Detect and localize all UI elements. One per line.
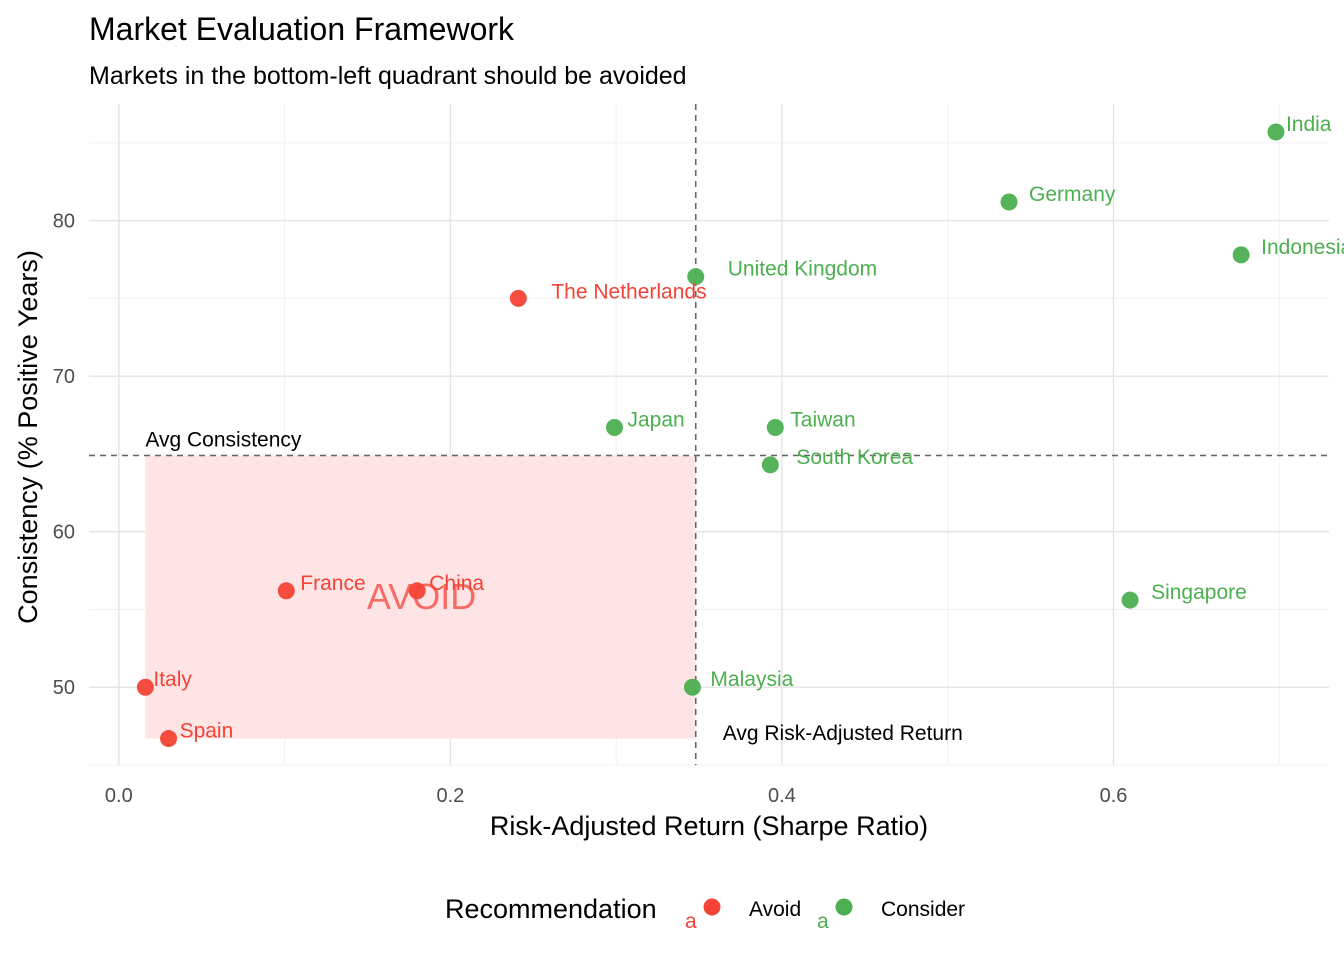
x-tick-label: 0.0 <box>105 785 133 807</box>
point-singapore <box>1121 591 1139 609</box>
legend-label-consider: Consider <box>881 898 965 921</box>
point-germany <box>1000 193 1018 211</box>
chart-subtitle: Markets in the bottom-left quadrant shou… <box>89 62 687 90</box>
avoid-region-label: AVOID <box>367 576 476 617</box>
point-taiwan <box>766 419 784 437</box>
point-label-singapore: Singapore <box>1151 581 1247 604</box>
point-indonesia <box>1232 246 1250 264</box>
y-axis-title: Consistency (% Positive Years) <box>13 250 43 624</box>
legend-key-glyph-avoid: a <box>685 910 697 933</box>
point-label-italy: Italy <box>153 668 192 691</box>
point-italy <box>136 678 154 696</box>
point-france <box>277 582 295 600</box>
point-label-south-korea: South Korea <box>796 446 913 469</box>
point-label-spain: Spain <box>180 720 234 743</box>
point-malaysia <box>683 678 701 696</box>
point-label-taiwan: Taiwan <box>790 409 855 432</box>
legend-key-glyph-consider: a <box>817 910 829 933</box>
tick-labels-layer: 0.0 0.2 0.4 0.6 50 60 70 80 <box>53 211 1128 807</box>
point-label-malaysia: Malaysia <box>710 668 793 691</box>
x-axis-title: Risk-Adjusted Return (Sharpe Ratio) <box>490 811 928 841</box>
point-label-japan: Japan <box>628 409 685 432</box>
point-label-france: France <box>300 572 365 595</box>
points-layer <box>136 123 1285 748</box>
avg-consistency-label: Avg Consistency <box>145 428 302 451</box>
legend-key-avoid <box>703 898 721 916</box>
point-label-germany: Germany <box>1029 183 1116 206</box>
point-label-indonesia: Indonesia <box>1261 236 1344 259</box>
avg-sharpe-label: Avg Risk-Adjusted Return <box>723 722 963 745</box>
y-tick-label: 50 <box>53 677 75 699</box>
reference-lines-layer <box>89 104 1329 765</box>
x-tick-label: 0.6 <box>1100 785 1128 807</box>
point-india <box>1267 123 1285 141</box>
point-labels-layer: AVOID Avg Risk-Adjusted Return Avg Consist… <box>145 113 1344 745</box>
point-label-china: China <box>429 572 484 595</box>
chart-title: Market Evaluation Framework <box>89 11 515 47</box>
point-south-korea <box>761 456 779 474</box>
y-tick-label: 60 <box>53 522 75 544</box>
point-label-united-kingdom: United Kingdom <box>728 258 877 281</box>
point-label-india: India <box>1286 113 1332 136</box>
y-tick-label: 70 <box>53 366 75 388</box>
x-tick-label: 0.4 <box>768 785 796 807</box>
y-tick-label: 80 <box>53 211 75 233</box>
legend-title: Recommendation <box>445 894 657 924</box>
point-label-the-netherlands: The Netherlands <box>551 280 706 303</box>
point-the-netherlands <box>509 289 527 307</box>
x-tick-label: 0.2 <box>436 785 464 807</box>
point-spain <box>160 730 178 748</box>
legend-label-avoid: Avoid <box>749 898 801 921</box>
legend: Recommendation a Avoid a Consider <box>445 894 965 933</box>
point-japan <box>606 419 624 437</box>
point-china <box>408 582 426 600</box>
legend-key-consider <box>835 898 853 916</box>
point-united-kingdom <box>687 268 705 286</box>
